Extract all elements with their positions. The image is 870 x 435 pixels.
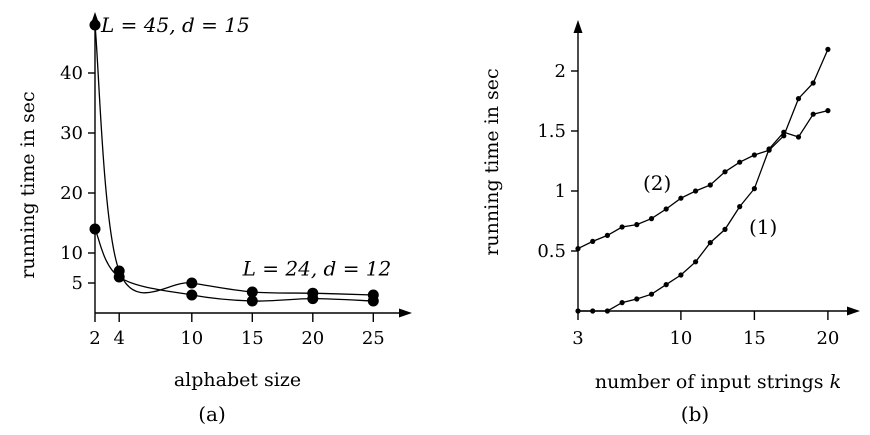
data-point	[707, 240, 713, 246]
y-axis-label: running time in sec	[481, 68, 503, 255]
data-point	[737, 159, 743, 165]
series-line-1	[578, 109, 829, 312]
x-tick-label: 25	[362, 328, 385, 349]
y-axis-label: running time in sec	[17, 91, 39, 278]
x-tick-label: 3	[572, 328, 583, 349]
data-point	[693, 259, 699, 265]
y-tick-label: 0.5	[537, 241, 566, 262]
y-tick-label: 20	[60, 183, 83, 204]
y-tick-label: 2	[555, 61, 566, 82]
data-point	[795, 134, 802, 140]
data-point	[678, 195, 684, 201]
data-point	[648, 216, 655, 222]
y-tick-label: 1.5	[537, 121, 566, 142]
data-point	[825, 108, 831, 114]
y-tick-label: 10	[60, 243, 83, 264]
data-point	[825, 46, 831, 53]
data-point	[722, 169, 728, 175]
data-point	[707, 182, 713, 188]
data-point	[575, 246, 581, 252]
annotation-1: L = 45, d = 15	[100, 13, 250, 37]
data-point	[186, 289, 198, 301]
caption-a: (a)	[198, 402, 226, 426]
x-axis-label: number of input strings k	[595, 371, 841, 393]
data-point	[634, 296, 640, 302]
data-point	[113, 271, 125, 283]
caption-b: (b)	[681, 402, 709, 426]
data-point	[590, 308, 596, 314]
data-point	[604, 308, 611, 314]
data-point	[186, 277, 198, 289]
x-axis-arrow	[847, 306, 860, 316]
data-point	[795, 96, 802, 102]
x-tick-label: 20	[301, 328, 324, 349]
y-axis-arrow	[573, 20, 583, 33]
data-point	[89, 223, 101, 235]
data-point	[766, 147, 772, 153]
series-line-2	[577, 49, 829, 250]
x-tick-label: 10	[669, 328, 692, 349]
data-point	[781, 133, 787, 139]
data-point	[693, 188, 699, 194]
data-point	[575, 308, 581, 314]
data-point	[810, 80, 816, 86]
data-point	[619, 300, 625, 306]
data-point	[604, 232, 611, 238]
chart-panel-a: 2 4 10 15 20 25 5 10 20 30 40 alphabet size running …	[17, 12, 412, 426]
x-tick-label: 10	[180, 328, 203, 349]
data-point	[722, 226, 728, 232]
data-point	[751, 186, 758, 192]
data-point	[663, 206, 669, 212]
series-label-2: (2)	[643, 171, 671, 195]
data-point	[619, 224, 625, 230]
y-tick-label: 30	[60, 123, 83, 144]
x-axis-arrow	[399, 308, 412, 318]
data-point	[367, 295, 379, 307]
data-point	[246, 295, 258, 307]
annotation-2: L = 24, d = 12	[242, 257, 392, 281]
data-point	[663, 282, 669, 288]
data-point	[590, 238, 596, 244]
series-line-1	[94, 24, 374, 296]
data-point	[678, 272, 684, 278]
data-point	[648, 291, 655, 297]
y-tick-label: 40	[60, 63, 83, 84]
x-tick-label: 20	[816, 328, 839, 349]
x-tick-label: 2	[89, 328, 100, 349]
data-point	[246, 286, 258, 298]
data-point	[751, 152, 758, 158]
data-point	[89, 19, 101, 31]
chart-panel-b: 3 10 15 20 0.5 1 1.5 2 number of input strings k…	[481, 20, 860, 426]
series-label-1: (1)	[749, 215, 777, 239]
x-tick-label: 15	[241, 328, 264, 349]
x-tick-label: 4	[113, 328, 124, 349]
y-tick-label: 1	[555, 181, 566, 202]
x-axis-label-k: k	[830, 371, 842, 393]
x-tick-label: 15	[743, 328, 766, 349]
data-point	[634, 222, 640, 228]
x-axis-label: alphabet size	[174, 369, 301, 391]
y-tick-label: 5	[72, 273, 83, 294]
data-point	[737, 204, 743, 210]
data-point	[810, 111, 816, 117]
data-point	[307, 293, 319, 305]
